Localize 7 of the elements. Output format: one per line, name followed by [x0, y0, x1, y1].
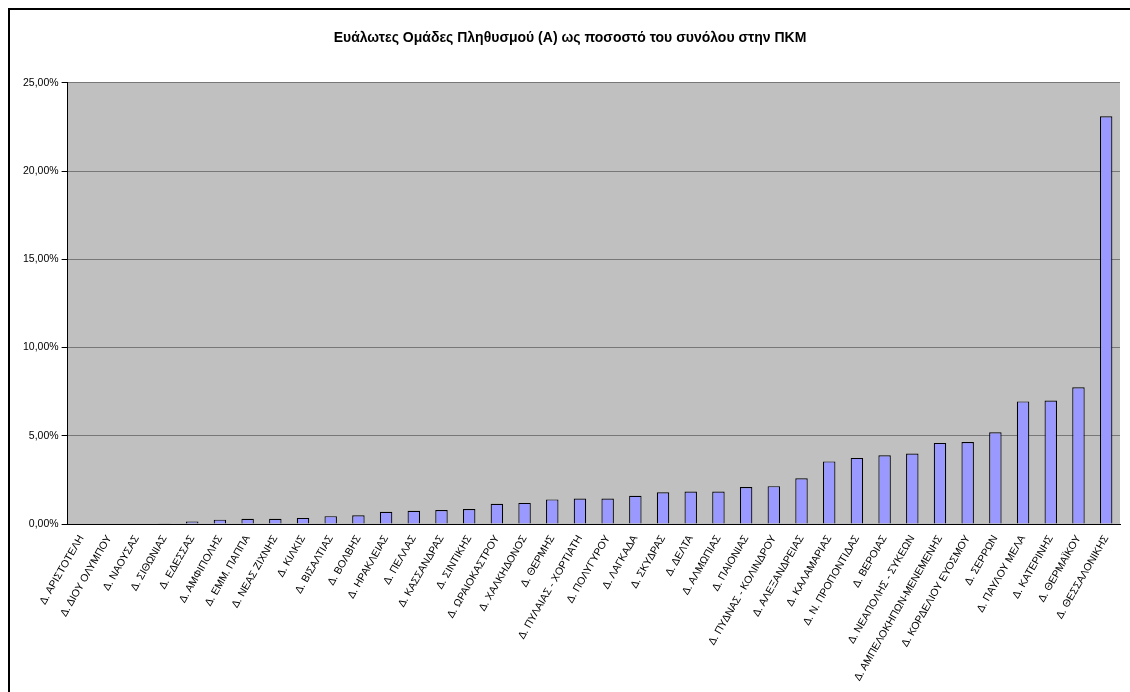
y-tick-label: 10,00%	[22, 340, 59, 353]
y-tick-label: 0,00%	[28, 516, 59, 529]
y-tick-label: 5,00%	[28, 428, 59, 441]
y-tick-label: 25,00%	[22, 75, 59, 88]
y-tick-label: 20,00%	[22, 163, 59, 176]
chart-title: Ευάλωτες Ομάδες Πληθυσμού (Α) ως ποσοστό του συνόλου στην ΠΚΜ	[333, 29, 807, 46]
y-tick-label: 15,00%	[22, 252, 59, 265]
